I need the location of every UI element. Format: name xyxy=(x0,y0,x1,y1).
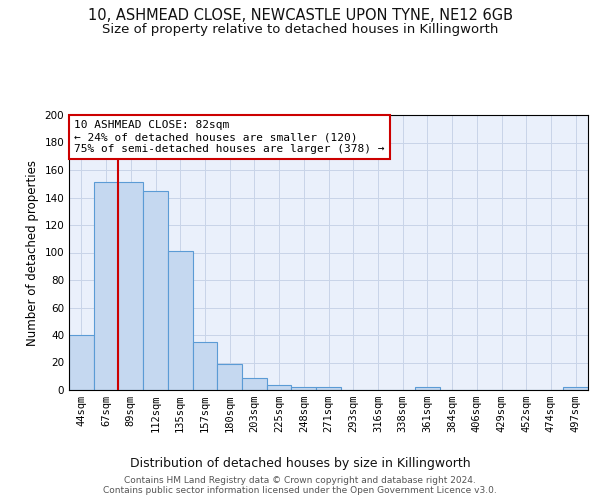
Y-axis label: Number of detached properties: Number of detached properties xyxy=(26,160,39,346)
Text: Size of property relative to detached houses in Killingworth: Size of property relative to detached ho… xyxy=(102,22,498,36)
Bar xyxy=(217,364,242,390)
Bar xyxy=(267,384,292,390)
Bar xyxy=(193,342,217,390)
Bar xyxy=(563,387,588,390)
Bar xyxy=(143,190,168,390)
Text: 10 ASHMEAD CLOSE: 82sqm
← 24% of detached houses are smaller (120)
75% of semi-d: 10 ASHMEAD CLOSE: 82sqm ← 24% of detache… xyxy=(74,120,385,154)
Bar xyxy=(69,335,94,390)
Text: Contains HM Land Registry data © Crown copyright and database right 2024.
Contai: Contains HM Land Registry data © Crown c… xyxy=(103,476,497,495)
Text: Distribution of detached houses by size in Killingworth: Distribution of detached houses by size … xyxy=(130,458,470,470)
Bar xyxy=(168,251,193,390)
Bar xyxy=(316,387,341,390)
Bar xyxy=(94,182,118,390)
Bar xyxy=(415,387,440,390)
Bar xyxy=(292,387,316,390)
Bar xyxy=(242,378,267,390)
Bar xyxy=(118,182,143,390)
Text: 10, ASHMEAD CLOSE, NEWCASTLE UPON TYNE, NE12 6GB: 10, ASHMEAD CLOSE, NEWCASTLE UPON TYNE, … xyxy=(88,8,512,22)
